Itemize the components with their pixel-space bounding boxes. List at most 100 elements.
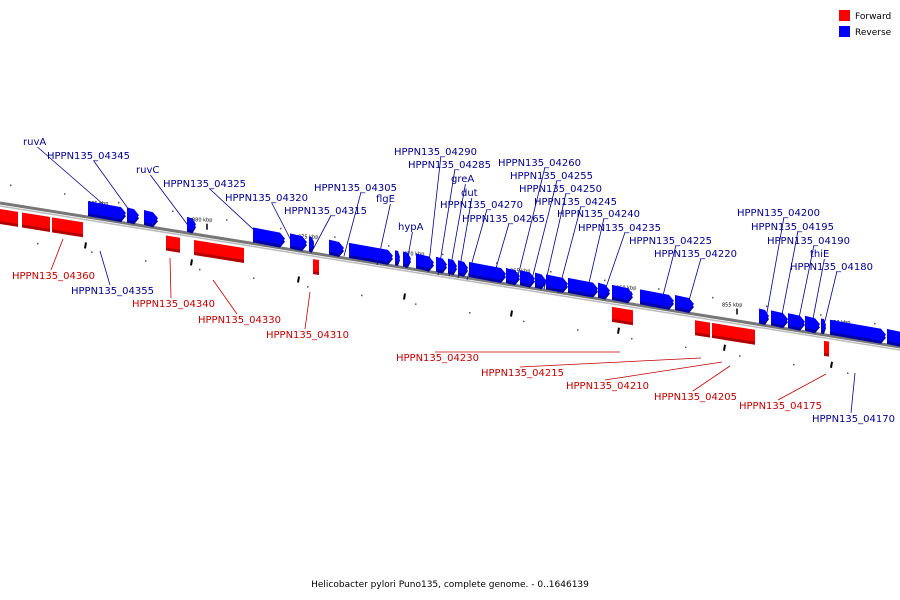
reverse-gene[interactable] [144, 210, 158, 225]
reverse-gene[interactable] [395, 250, 400, 263]
gene-label[interactable]: HPPN135_04345 [47, 151, 130, 162]
gene-label[interactable]: ruvC [136, 165, 159, 176]
tick-dot [37, 242, 39, 245]
reverse-gene[interactable] [805, 315, 820, 331]
reverse-gene[interactable] [821, 318, 826, 332]
forward-gene[interactable] [313, 259, 319, 273]
gene-label[interactable]: HPPN135_04230 [396, 353, 479, 364]
reverse-gene[interactable] [520, 270, 535, 285]
forward-gene[interactable] [166, 235, 180, 250]
reverse-gene[interactable] [329, 239, 344, 255]
label-leader [310, 215, 332, 254]
reverse-gene[interactable] [416, 253, 434, 269]
tick-dot [496, 262, 498, 264]
forward-gene[interactable] [612, 306, 633, 323]
gene-label[interactable]: HPPN135_04330 [198, 315, 281, 326]
map-caption: Helicobacter pylori Puno135, complete ge… [311, 580, 589, 590]
reverse-gene[interactable] [448, 258, 457, 273]
gene-label[interactable]: HPPN135_04245 [534, 197, 617, 208]
gene-label[interactable]: HPPN135_04200 [737, 208, 820, 219]
gene-label[interactable]: greA [451, 174, 474, 185]
reverse-gene[interactable] [506, 267, 520, 283]
tick-dot [685, 346, 687, 349]
reverse-gene[interactable] [759, 308, 769, 323]
gene-label[interactable]: flgE [376, 194, 395, 205]
label-leader [93, 160, 133, 215]
reverse-gene[interactable] [830, 319, 886, 341]
reverse-gene[interactable] [887, 328, 900, 344]
label-leader [50, 238, 64, 271]
gene-label[interactable]: HPPN135_04325 [163, 179, 246, 190]
reverse-gene[interactable] [349, 242, 393, 262]
gene-label[interactable]: HPPN135_04260 [498, 158, 581, 169]
forward-gene[interactable] [52, 217, 83, 235]
reverse-gene[interactable] [640, 289, 674, 307]
gene-label[interactable]: HPPN135_04320 [225, 193, 308, 204]
reverse-gene[interactable] [187, 216, 196, 231]
gene-label[interactable]: HPPN135_04215 [481, 368, 564, 379]
reverse-gene[interactable] [675, 295, 694, 311]
gene-label[interactable]: HPPN135_04360 [12, 271, 95, 282]
gene-label[interactable]: HPPN135_04170 [812, 414, 895, 425]
reverse-gene[interactable] [290, 233, 307, 249]
gene-label[interactable]: HPPN135_04310 [266, 330, 349, 341]
forward-gene[interactable] [22, 212, 50, 229]
reverse-gene[interactable] [469, 262, 506, 280]
gene-label[interactable]: HPPN135_04210 [566, 381, 649, 392]
tick-marks [10, 184, 876, 375]
gene-label[interactable]: HPPN135_04355 [71, 286, 154, 297]
tick-dot [523, 320, 525, 323]
reverse-gene[interactable] [88, 201, 126, 220]
gene-label[interactable]: HPPN135_04315 [284, 206, 367, 217]
label-leader [150, 174, 194, 233]
gene-label[interactable]: HPPN135_04190 [767, 236, 850, 247]
forward-gene[interactable] [734, 326, 755, 342]
reverse-gene[interactable] [598, 282, 610, 297]
reverse-gene[interactable] [546, 274, 568, 290]
gene-label[interactable]: HPPN135_04290 [394, 147, 477, 158]
gene-label[interactable]: HPPN135_04340 [132, 299, 215, 310]
minor-tick [617, 327, 620, 334]
reverse-gene[interactable] [535, 272, 546, 287]
reverse-gene[interactable] [253, 227, 285, 245]
reverse-gene[interactable] [788, 313, 805, 328]
gene-label[interactable]: thiE [810, 249, 829, 260]
gene-label[interactable]: HPPN135_04195 [751, 222, 834, 233]
reverse-gene[interactable] [771, 310, 788, 326]
forward-gene[interactable] [194, 240, 244, 261]
forward-gene[interactable] [824, 340, 829, 354]
gene-label[interactable]: HPPN135_04250 [519, 184, 602, 195]
reverse-gene[interactable] [309, 236, 314, 250]
reverse-gene[interactable] [403, 251, 411, 265]
forward-gene[interactable] [0, 208, 18, 224]
gene-label[interactable]: ruvA [23, 137, 46, 148]
gene-label[interactable]: HPPN135_04225 [629, 236, 712, 247]
gene-label[interactable]: HPPN135_04220 [654, 249, 737, 260]
gene-label[interactable]: HPPN135_04235 [578, 223, 661, 234]
gene-label[interactable]: HPPN135_04175 [739, 401, 822, 412]
gene-label[interactable]: HPPN135_04180 [790, 262, 873, 273]
reverse-gene[interactable] [436, 256, 447, 271]
label-leader [212, 279, 238, 315]
label-leader [343, 192, 362, 257]
gene-label[interactable]: HPPN135_04240 [557, 209, 640, 220]
gene-label[interactable]: HPPN135_04205 [654, 392, 737, 403]
gene-label[interactable]: dut [461, 188, 478, 199]
gene-label[interactable]: HPPN135_04265 [462, 214, 545, 225]
gene-label[interactable]: hypA [398, 222, 424, 233]
forward-gene[interactable] [712, 322, 734, 339]
reverse-gene[interactable] [458, 260, 468, 274]
reverse-gene[interactable] [127, 207, 139, 222]
gene-label[interactable]: HPPN135_04255 [510, 171, 593, 182]
tick-dot [253, 277, 255, 279]
reverse-gene[interactable] [612, 284, 633, 301]
forward-gene[interactable] [695, 320, 710, 335]
gene-label[interactable]: HPPN135_04305 [314, 183, 397, 194]
tick-dot [550, 271, 552, 273]
gene-label[interactable]: HPPN135_04285 [408, 160, 491, 171]
legend-forward-label: Forward [855, 12, 891, 22]
gene-label[interactable]: HPPN135_04270 [440, 200, 523, 211]
tick-dot [307, 286, 309, 288]
reverse-gene[interactable] [568, 277, 598, 295]
